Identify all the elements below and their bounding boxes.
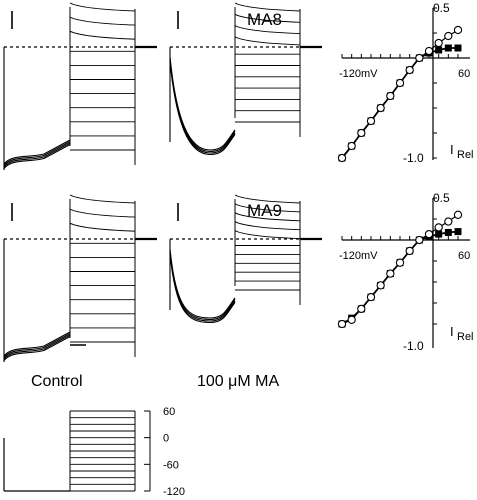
iv-point-circle bbox=[424, 46, 434, 56]
iv-y-tick-label: 0.5 bbox=[433, 1, 450, 15]
iv-point-circle bbox=[376, 103, 385, 113]
hyperpolarizing-trace bbox=[3, 144, 71, 169]
iv-point-circle bbox=[357, 304, 366, 314]
iv-plot-ma9: 0.5 -1.0 -120mV 60 I Rel bbox=[337, 191, 474, 353]
protocol-scale-label: 60 bbox=[163, 406, 175, 418]
hyperpolarizing-trace bbox=[169, 250, 236, 321]
trace-panel-ma8-control bbox=[3, 2, 157, 170]
iv-point-square bbox=[435, 46, 443, 54]
iv-point-circle bbox=[453, 25, 463, 35]
iv-y-axis-label: I bbox=[450, 142, 454, 157]
iv-point-circle bbox=[453, 210, 463, 219]
hyperpolarizing-trace bbox=[169, 248, 236, 319]
hyperpolarizing-trace bbox=[3, 336, 71, 361]
protocol-scale-label: -120 bbox=[163, 486, 185, 498]
hyperpolarizing-trace bbox=[169, 58, 236, 153]
step-current-trace bbox=[234, 2, 301, 12]
cell-label-ma8: MA8 bbox=[247, 10, 282, 29]
step-current-trace bbox=[234, 25, 301, 35]
protocol-scale-label: 0 bbox=[163, 433, 169, 445]
hyperpolarizing-trace bbox=[3, 139, 71, 165]
iv-point-circle bbox=[395, 258, 405, 267]
iv-point-circle bbox=[395, 78, 405, 88]
hyperpolarizing-trace bbox=[3, 331, 71, 357]
trace-panel-ma9-drug bbox=[169, 194, 322, 324]
iv-point-circle bbox=[386, 91, 395, 101]
iv-point-circle bbox=[424, 229, 434, 239]
iv-point-circle bbox=[415, 235, 424, 245]
hyperpolarizing-trace bbox=[3, 333, 71, 358]
step-current-trace bbox=[234, 194, 301, 204]
iv-point-circle bbox=[444, 217, 453, 226]
step-current-trace bbox=[234, 221, 301, 231]
iv-point-circle bbox=[357, 128, 366, 138]
step-current-trace bbox=[69, 30, 136, 40]
hyperpolarizing-trace bbox=[169, 61, 236, 156]
voltage-protocol: 60 0 -60 -120 bbox=[3, 406, 185, 498]
step-current-trace bbox=[69, 16, 136, 26]
iv-point-circle bbox=[444, 31, 453, 41]
step-current-trace bbox=[69, 208, 136, 218]
hyperpolarizing-trace bbox=[3, 141, 71, 166]
hyperpolarizing-trace bbox=[169, 251, 236, 322]
iv-point-square bbox=[444, 228, 452, 236]
iv-point-circle bbox=[366, 116, 376, 126]
hyperpolarizing-trace bbox=[169, 253, 236, 324]
iv-plot-ma8: 0.5 -1.0 -120mV 60 I Rel bbox=[337, 1, 474, 165]
iv-y-axis-label-sub: Rel bbox=[457, 331, 474, 343]
iv-y-tick-label: 0.5 bbox=[433, 191, 450, 205]
iv-x-tick-label: 60 bbox=[458, 250, 470, 262]
iv-x-axis-label: -120mV bbox=[339, 68, 378, 80]
iv-point-circle bbox=[415, 53, 424, 63]
step-current-trace bbox=[234, 212, 301, 222]
iv-point-circle bbox=[434, 38, 443, 48]
iv-point-circle bbox=[405, 246, 414, 256]
step-current-trace bbox=[69, 2, 136, 12]
iv-point-circle bbox=[337, 319, 347, 329]
cell-label-ma9: MA9 bbox=[247, 201, 282, 220]
iv-point-square bbox=[444, 44, 452, 52]
iv-point-circle bbox=[366, 292, 376, 302]
iv-point-circle bbox=[376, 281, 385, 290]
protocol-scale-label: -60 bbox=[163, 459, 179, 471]
trace-panel-ma9-control bbox=[3, 194, 157, 362]
step-current-trace bbox=[234, 13, 301, 23]
iv-point-circle bbox=[434, 223, 443, 232]
condition-label-drug: 100 μM MA bbox=[197, 373, 279, 390]
step-current-trace bbox=[69, 222, 136, 232]
step-current-trace bbox=[234, 230, 301, 240]
step-current-trace bbox=[234, 36, 301, 46]
condition-label-control: Control bbox=[31, 373, 83, 390]
iv-point-circle bbox=[405, 65, 414, 75]
iv-point-circle bbox=[386, 269, 395, 278]
hyperpolarizing-trace bbox=[169, 59, 236, 154]
iv-point-circle bbox=[347, 141, 356, 151]
iv-series-line bbox=[341, 47, 458, 159]
step-current-trace bbox=[234, 203, 301, 213]
hyperpolarizing-trace bbox=[3, 334, 71, 360]
iv-y-axis-label: I bbox=[450, 324, 454, 339]
iv-y-tick-label: -1.0 bbox=[403, 151, 424, 165]
iv-y-axis-label-sub: Rel bbox=[457, 149, 474, 161]
hyperpolarizing-trace bbox=[3, 142, 71, 168]
iv-y-tick-label: -1.0 bbox=[403, 339, 424, 353]
trace-panel-ma8-drug bbox=[169, 2, 322, 156]
iv-point-square bbox=[454, 44, 462, 52]
iv-point-square bbox=[454, 228, 462, 236]
iv-x-tick-label: 60 bbox=[458, 68, 470, 80]
step-current-trace bbox=[69, 194, 136, 204]
iv-point-square bbox=[435, 230, 443, 238]
hyperpolarizing-trace bbox=[169, 56, 236, 151]
iv-point-circle bbox=[347, 315, 356, 324]
iv-x-axis-label: -120mV bbox=[339, 250, 378, 262]
iv-point-circle bbox=[337, 153, 347, 163]
